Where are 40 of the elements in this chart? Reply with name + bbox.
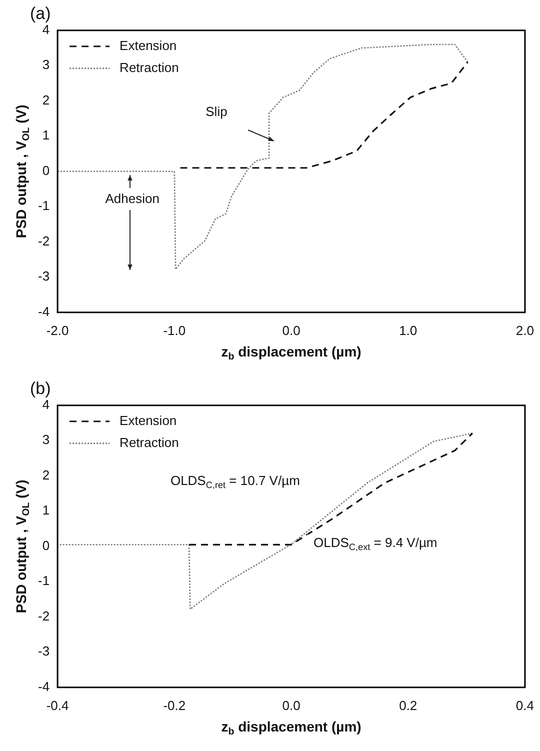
- y-tick-label: 0: [42, 538, 50, 553]
- legend-label: Extension: [120, 38, 177, 53]
- line-series: [179, 61, 469, 169]
- legend-label: Extension: [120, 412, 177, 428]
- chart-title: (a): [30, 4, 51, 23]
- y-tick-label: -4: [38, 678, 50, 694]
- y-tick-label: 2: [42, 92, 50, 108]
- legend-label: Retraction: [120, 434, 179, 450]
- chart-title: (b): [30, 378, 51, 398]
- x-tick-label: 0.0: [282, 322, 300, 338]
- x-tick-label: 1.0: [399, 322, 418, 338]
- y-tick-label: -4: [38, 304, 50, 319]
- annotation: Slip: [206, 104, 228, 119]
- y-tick-label: 1: [42, 128, 50, 143]
- y-tick-label: 0: [42, 162, 50, 178]
- y-tick-label: 3: [42, 57, 50, 72]
- annotation: Adhesion: [105, 191, 160, 206]
- y-tick-label: -1: [38, 573, 50, 588]
- y-tick-label: -1: [38, 198, 50, 214]
- y-axis-title: PSD output , VOL (V): [12, 104, 32, 238]
- y-tick-label: -2: [38, 608, 50, 624]
- x-tick-label: -2.0: [46, 322, 69, 338]
- y-tick-label: -3: [38, 644, 50, 659]
- x-tick-label: -1.0: [163, 322, 186, 338]
- x-tick-label: 0.4: [516, 698, 534, 713]
- y-tick-label: -2: [38, 233, 50, 248]
- x-tick-label: 0.0: [282, 698, 300, 713]
- y-tick-label: 4: [42, 22, 50, 37]
- y-axis-title: PSD output , VOL (V): [12, 480, 32, 614]
- x-tick-label: 0.2: [399, 698, 418, 713]
- legend-label: Retraction: [120, 60, 179, 75]
- x-tick-label: 2.0: [516, 322, 534, 338]
- y-tick-label: 1: [42, 502, 50, 518]
- y-tick-label: 2: [42, 467, 50, 482]
- y-tick-label: 3: [42, 432, 50, 448]
- x-tick-label: -0.2: [163, 698, 186, 713]
- y-tick-label: 4: [42, 396, 50, 412]
- line-series: [58, 432, 474, 610]
- y-tick-label: -3: [38, 268, 50, 284]
- x-tick-label: -0.4: [46, 698, 69, 713]
